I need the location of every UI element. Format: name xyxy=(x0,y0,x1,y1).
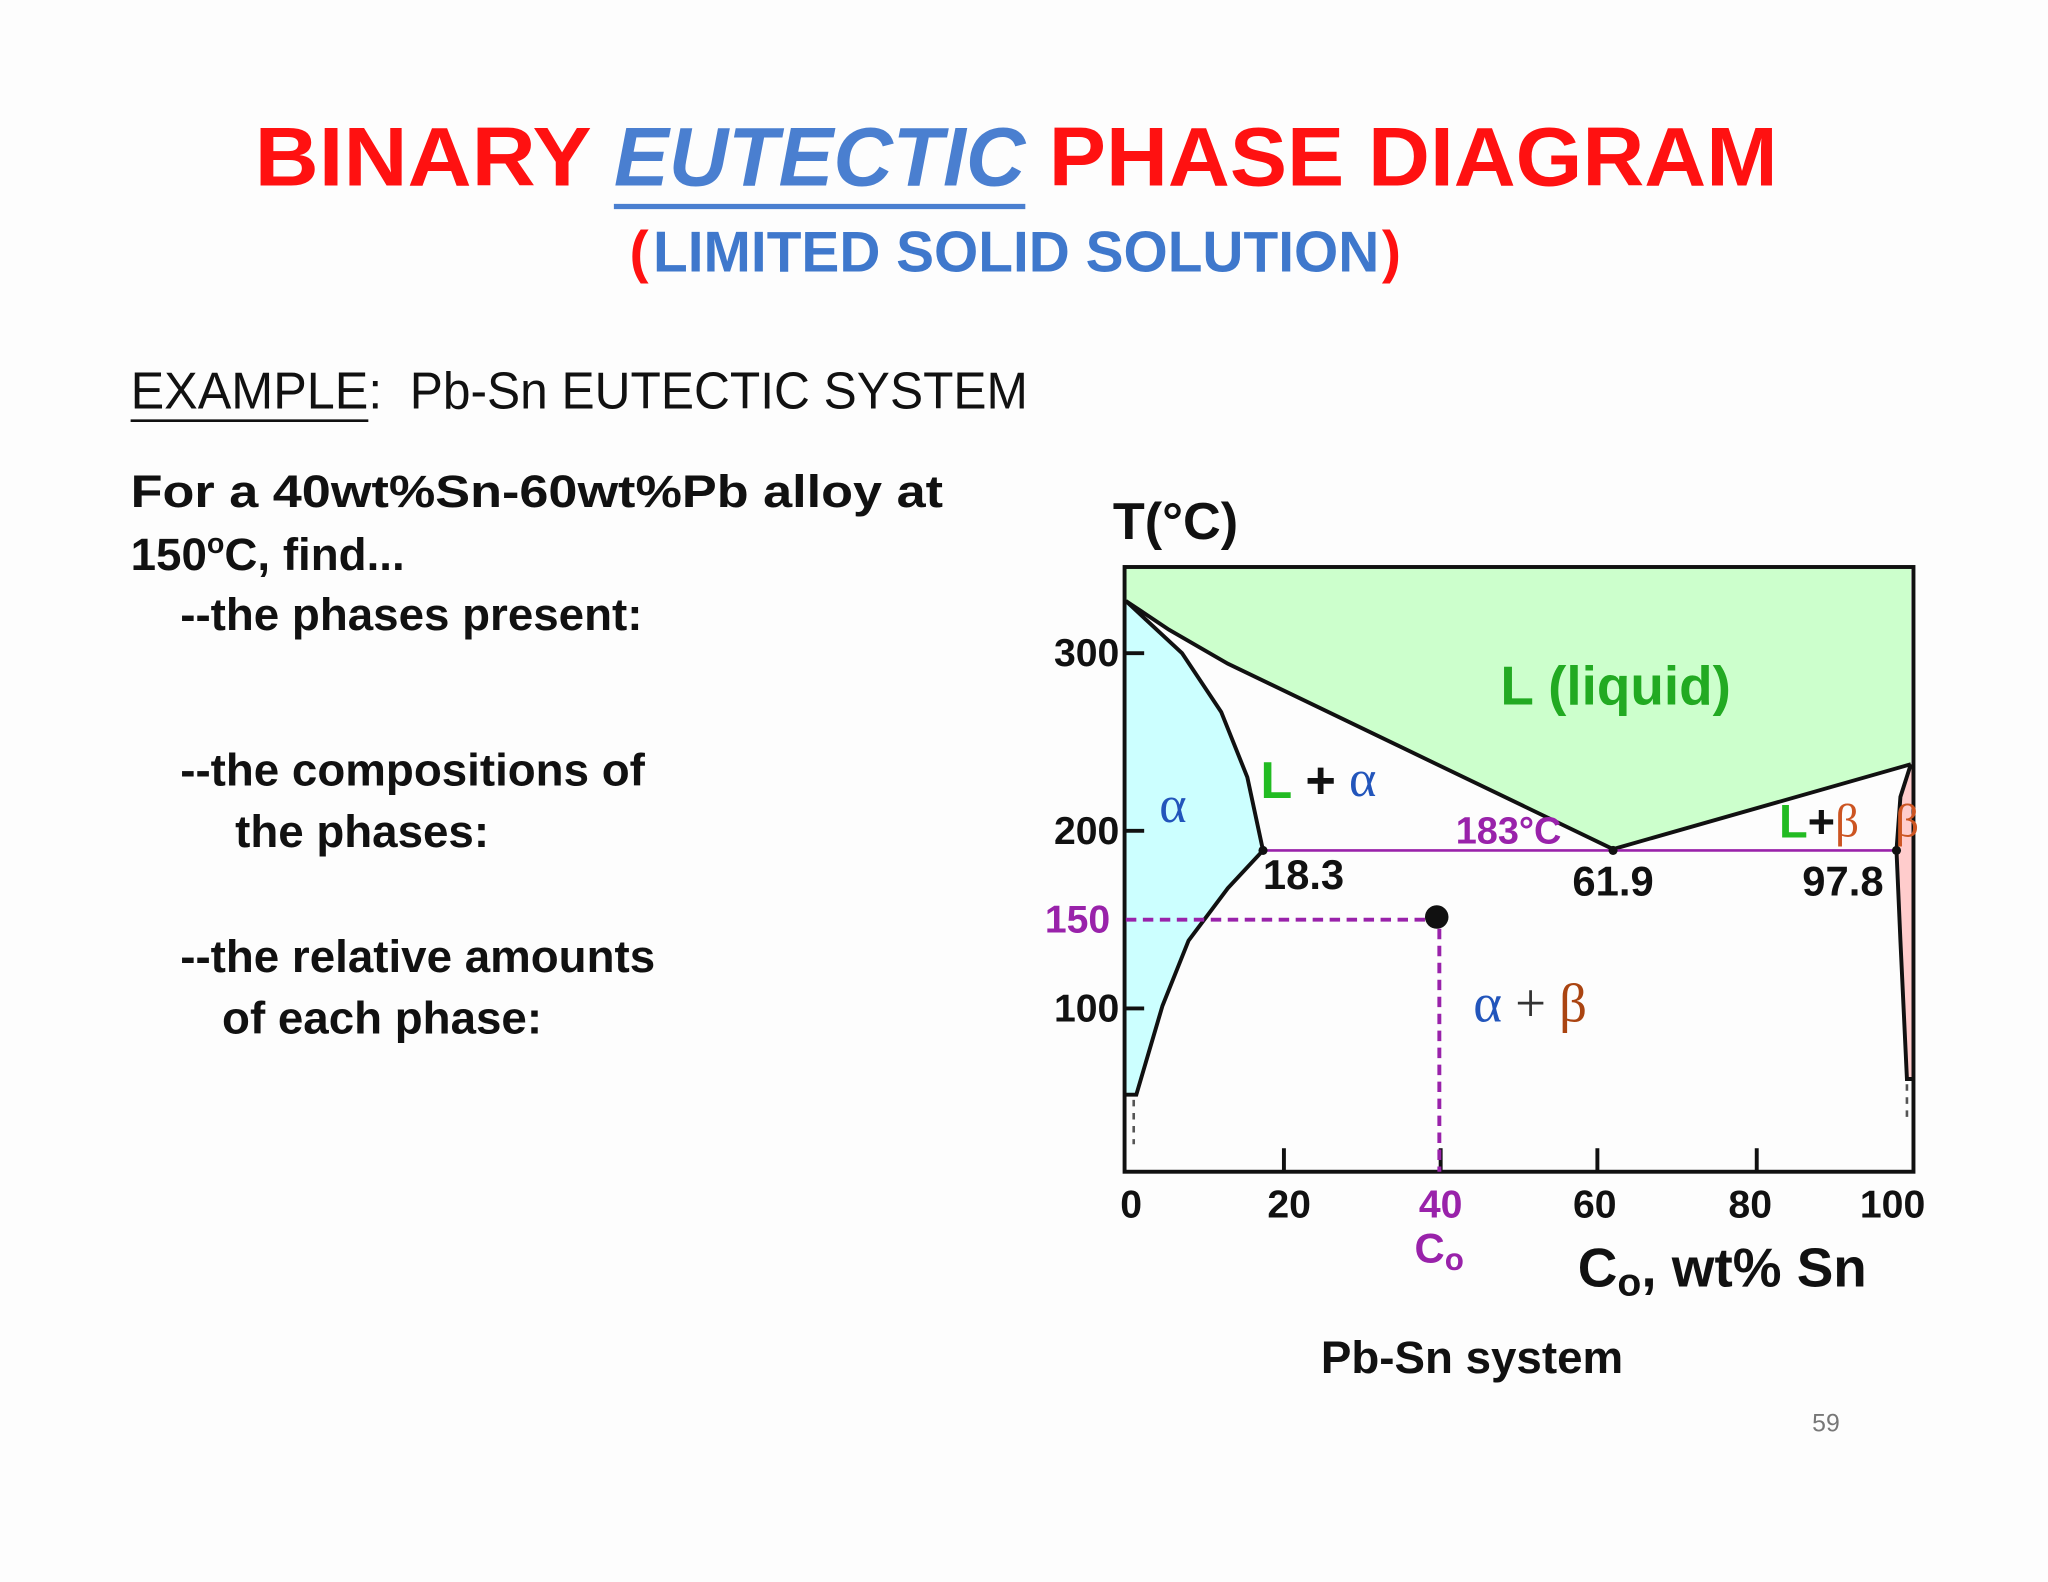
page-number: 59 xyxy=(1812,1411,1840,1438)
point xyxy=(1258,845,1268,855)
title-part: PHASE DIAGRAM xyxy=(1049,109,1778,203)
question-item: --the relative amounts xyxy=(180,931,655,982)
example-text: : Pb-Sn EUTECTIC SYSTEM xyxy=(368,362,1028,420)
subtitle-paren: ( xyxy=(630,220,650,284)
symbol: α xyxy=(1473,972,1502,1033)
text: C, find... xyxy=(224,529,404,580)
beta-region xyxy=(1896,764,1914,1079)
x-tick-label: 20 xyxy=(1267,1183,1311,1226)
symbol: L xyxy=(1260,752,1292,810)
composition-label: Co xyxy=(1415,1224,1464,1277)
number: 150 xyxy=(131,529,207,580)
example-label: EXAMPLE xyxy=(131,362,369,420)
composition-value: 97.8 xyxy=(1802,857,1883,904)
symbol: + xyxy=(1808,795,1835,848)
liquid-region xyxy=(1125,568,1911,850)
title-part: BINARY xyxy=(255,109,592,203)
symbol: β xyxy=(1559,972,1587,1033)
region-label: α xyxy=(1159,776,1186,834)
symbol: β xyxy=(1835,795,1859,847)
x-tick-label: 80 xyxy=(1728,1183,1772,1226)
eutectic-temperature: 183°C xyxy=(1456,810,1562,852)
symbol: L xyxy=(1779,795,1808,848)
subtitle-paren: ) xyxy=(1382,220,1401,284)
solidus-solvus xyxy=(1124,599,1266,1097)
y-axis-label: T(°C) xyxy=(1113,493,1238,551)
subtitle: LIMITED SOLID SOLUTION xyxy=(653,220,1379,284)
x-tick-label: 100 xyxy=(1860,1183,1925,1226)
y-tick-label: 100 xyxy=(1054,987,1119,1030)
text: , wt% Sn xyxy=(1641,1237,1866,1299)
symbol: α xyxy=(1349,750,1376,808)
title-emphasis: EUTECTIC xyxy=(614,109,1027,203)
phase-diagram: T(°C) 300 200 100 150 0 20 40 60 80 100 … xyxy=(1045,493,1925,1383)
question: For a 40wt%Sn-60wt%Pb alloy at 150oC, fi… xyxy=(131,466,943,1043)
y-tick-label: 300 xyxy=(1054,632,1119,675)
point xyxy=(1891,845,1902,855)
symbol: C xyxy=(1415,1224,1445,1271)
region-label: L + α xyxy=(1260,750,1376,810)
caption: Pb-Sn system xyxy=(1321,1332,1623,1383)
beta-boundary xyxy=(1894,763,1914,1081)
symbol: + xyxy=(1305,752,1336,810)
region-label: L+β xyxy=(1779,795,1859,848)
symbol: C xyxy=(1578,1237,1618,1299)
question-item: of each phase: xyxy=(222,993,542,1044)
symbol: + xyxy=(1515,972,1546,1033)
question-line: For a 40wt%Sn-60wt%Pb alloy at xyxy=(131,466,943,517)
state-point xyxy=(1424,905,1449,929)
region-label: β xyxy=(1895,795,1919,847)
point xyxy=(1608,845,1618,855)
question-item: --the phases present: xyxy=(180,589,642,640)
x-axis-label: Co, wt% Sn xyxy=(1578,1237,1867,1305)
superscript: o xyxy=(207,527,225,559)
region-label: L (liquid) xyxy=(1500,654,1731,716)
composition-value: 18.3 xyxy=(1263,851,1344,898)
alpha-region xyxy=(1125,600,1264,1095)
composition-value: 61.9 xyxy=(1572,857,1653,904)
subscript: o xyxy=(1445,1242,1464,1277)
y-tick-label: 200 xyxy=(1054,810,1119,853)
region-label: α + β xyxy=(1473,972,1587,1033)
x-tick-label: 60 xyxy=(1573,1183,1617,1226)
question-item: --the compositions of xyxy=(180,744,645,795)
liquidus xyxy=(1124,599,1912,852)
x-tick-label: 0 xyxy=(1120,1183,1142,1226)
plot-frame xyxy=(1122,565,1916,1174)
marked-temperature: 150 xyxy=(1045,899,1110,942)
subscript: o xyxy=(1617,1262,1641,1305)
x-tick-label: 40 xyxy=(1419,1183,1463,1226)
question-item: the phases: xyxy=(235,806,489,857)
question-line: 150oC, find... xyxy=(131,527,405,580)
